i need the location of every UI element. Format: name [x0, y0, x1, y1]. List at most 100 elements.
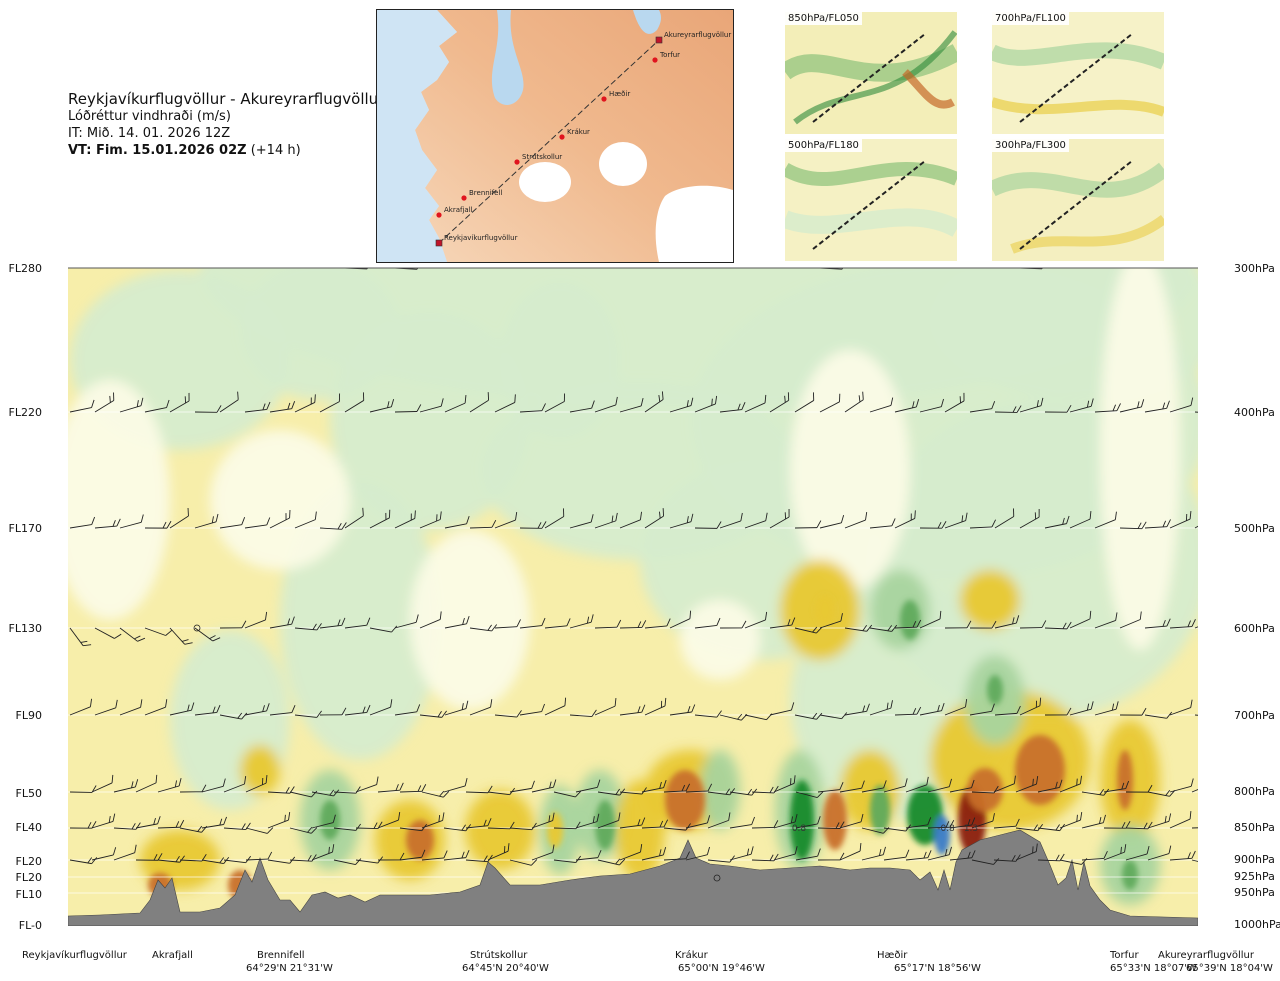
wind-barb-shaft: [1169, 707, 1191, 716]
wind-barb: [94, 518, 121, 529]
wind-barb: [419, 611, 442, 629]
wind-barb-flag: [660, 700, 663, 708]
wind-barb: [419, 511, 442, 529]
wind-barb: [844, 624, 873, 632]
wind-barb-flag: [504, 846, 506, 853]
wind-barb: [594, 396, 618, 413]
wind-barb-flag: [1033, 824, 1038, 831]
wind-barb-shaft: [883, 785, 906, 793]
wind-barb-flag: [266, 517, 271, 526]
wind-barb-flag: [332, 814, 336, 823]
wind-barb-flag: [862, 624, 868, 631]
hpa-label: 925hPa: [1234, 870, 1275, 883]
wind-barb-flag: [1168, 813, 1172, 822]
wind-barb-flag: [262, 705, 265, 712]
wind-barb: [344, 392, 365, 413]
level-map-500-graphic: [785, 139, 957, 261]
wind-barb: [219, 712, 248, 720]
wind-barb-flag: [914, 510, 916, 519]
wind-barb-flag: [266, 401, 271, 410]
wind-barb-shaft: [694, 625, 717, 629]
wind-barb-shaft: [69, 706, 91, 716]
wind-barb-flag: [992, 813, 995, 822]
wind-barb-shaft: [669, 268, 692, 269]
wind-barb: [311, 789, 340, 797]
wind-barb-shaft: [839, 787, 862, 793]
wind-barb-flag: [967, 819, 971, 826]
wind-barb-flag: [971, 817, 976, 826]
wind-barb-flag: [659, 781, 662, 789]
wind-barb: [465, 854, 493, 863]
waypoint-coord: 64°29'N 21°31'W: [246, 963, 333, 974]
wind-barb: [344, 617, 371, 629]
wind-barb-flag: [575, 790, 582, 798]
vatnajokull-glacier: [655, 185, 733, 262]
wind-barb-flag: [1120, 846, 1122, 854]
wind-barb-flag: [860, 813, 864, 822]
wind-barb-flag: [965, 698, 968, 708]
wind-barb: [544, 393, 565, 413]
wind-barb-flag: [310, 397, 312, 405]
wind-barb-flag: [541, 521, 547, 529]
wind-barb-flag: [615, 858, 621, 865]
wind-barb: [694, 268, 717, 269]
wind-barb: [144, 520, 172, 529]
wind-barb: [597, 858, 626, 866]
wind-barb-flag: [641, 620, 647, 628]
wind-barb: [1069, 268, 1092, 269]
wind-barb-flag: [948, 846, 952, 855]
wind-barb: [949, 779, 975, 793]
hpa-label: 400hPa: [1234, 406, 1275, 419]
level-map-300-caption: 300hPa/FL300: [992, 139, 1069, 152]
wind-barb-flag: [1016, 705, 1021, 714]
fl-label: FL10: [15, 888, 42, 901]
wind-barb-flag: [664, 697, 667, 706]
wind-barb-flag: [341, 707, 347, 716]
field-area: [700, 750, 740, 830]
wind-barb-flag: [687, 706, 691, 713]
waypoint-coord: 64°45'N 20°40'W: [462, 963, 549, 974]
wind-barb-flag: [461, 824, 466, 831]
wind-barb: [669, 704, 696, 716]
wind-barb-flag: [89, 254, 95, 262]
wind-barb: [113, 779, 139, 793]
wind-barb-flag: [181, 639, 189, 642]
route-map-label: Strútskollur: [522, 153, 562, 161]
wind-barb: [244, 703, 270, 716]
wind-barb-flag: [963, 392, 965, 401]
wind-barb: [355, 776, 379, 793]
wind-barb-flag: [109, 395, 111, 403]
wind-barb-shaft: [269, 712, 292, 716]
field-core: [665, 770, 705, 830]
wind-barb-flag: [289, 509, 291, 519]
wind-barb: [949, 817, 976, 829]
wind-barb-flag: [1147, 784, 1153, 793]
wind-barb: [1081, 814, 1106, 829]
extreme-value-label: -0.8: [937, 824, 955, 834]
wind-barb-flag: [415, 614, 419, 623]
wind-barb-flag: [967, 851, 971, 859]
wind-barb-flag: [1116, 403, 1121, 411]
wind-barb-flag: [785, 248, 792, 256]
wind-barb: [663, 851, 690, 861]
wind-barb-flag: [307, 826, 313, 833]
wind-barb-flag: [1191, 850, 1196, 859]
wind-barb-flag: [212, 706, 216, 714]
wind-barb-flag: [165, 629, 173, 636]
wind-barb: [194, 405, 222, 413]
wind-barb-flag: [915, 399, 920, 408]
wind-barb-shaft: [144, 407, 167, 413]
wind-barb: [219, 268, 242, 269]
extreme-value-label: 0.8: [792, 824, 807, 834]
wind-barb-flag: [516, 710, 522, 718]
wind-barb: [245, 775, 268, 793]
wind-barb-shaft: [1169, 818, 1191, 829]
wind-barb-flag: [1012, 406, 1017, 413]
wind-barb-flag: [716, 617, 721, 626]
wind-barb: [269, 268, 292, 269]
wind-barb-shaft: [594, 626, 618, 629]
wind-barb-shaft: [927, 786, 950, 793]
wind-barb-flag: [187, 507, 189, 517]
wind-barb: [719, 620, 747, 629]
wind-barb: [311, 814, 336, 829]
